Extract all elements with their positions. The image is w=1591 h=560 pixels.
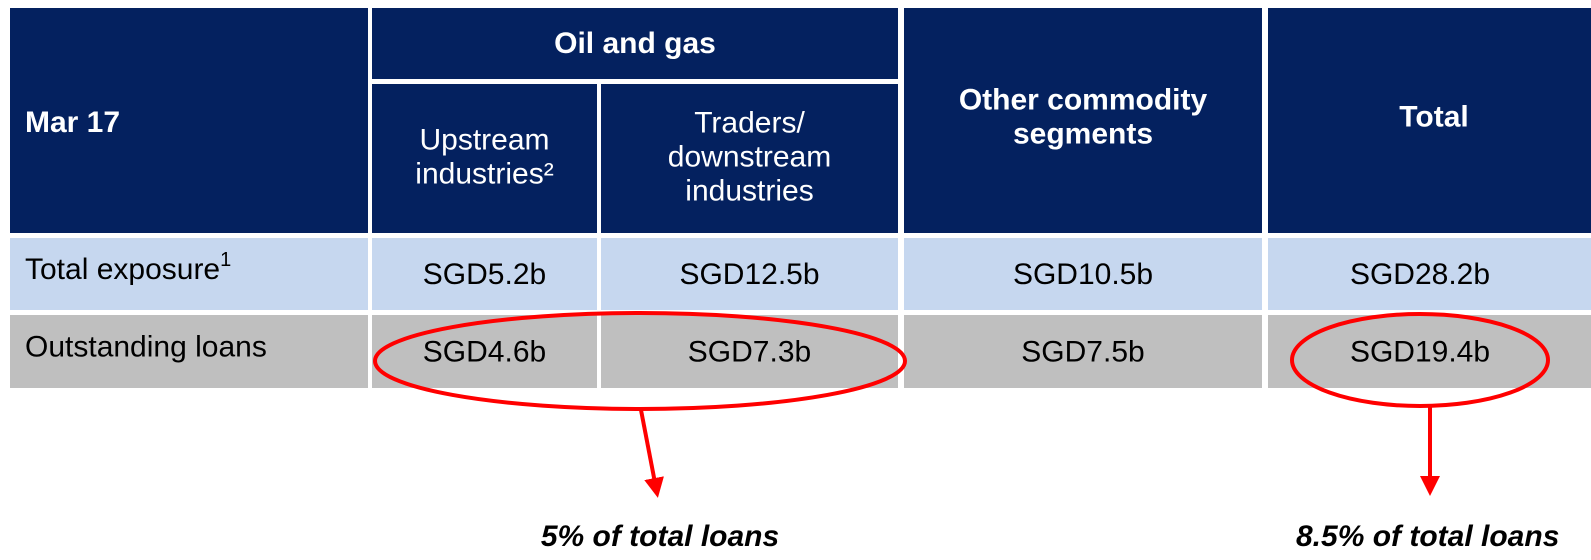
header-group: Oil and gas — [554, 27, 716, 60]
header-label: Traders/ — [694, 106, 805, 139]
header-label: downstream — [668, 140, 831, 173]
row-cell — [10, 315, 368, 388]
header-cell — [372, 84, 597, 233]
annotation: 8.5% of total loans — [1296, 520, 1559, 553]
row-cell — [601, 315, 898, 388]
row-cell — [904, 315, 1262, 388]
arrow — [639, 409, 664, 498]
cell-value: SGD28.2b — [1350, 258, 1490, 291]
cell-value: SGD7.5b — [1021, 335, 1144, 368]
annotation: 5% of total loans — [541, 520, 779, 553]
cell-value: SGD4.6b — [423, 335, 546, 368]
header-label: segments — [1013, 117, 1153, 150]
cell-value: SGD10.5b — [1013, 258, 1153, 291]
row-cell — [372, 315, 597, 388]
highlight-ellipse — [1290, 312, 1550, 408]
header-cell — [10, 8, 368, 233]
header-cell — [601, 84, 898, 233]
header-cell — [1268, 8, 1591, 233]
row-label: Outstanding loans — [25, 330, 267, 363]
header-corner: Mar 17 — [25, 106, 120, 139]
row-cell — [10, 238, 368, 310]
header-label: Upstream — [419, 123, 549, 156]
header-label: industries — [685, 174, 813, 207]
row-label: Total exposure1 — [25, 249, 231, 286]
header-group-cell — [372, 8, 898, 79]
row-cell — [904, 238, 1262, 310]
row-label-text: Outstanding loans — [25, 330, 267, 363]
header-label: Total — [1399, 100, 1468, 133]
header-cell — [904, 8, 1262, 233]
footnote-mark: 1 — [220, 249, 231, 271]
row-cell — [372, 238, 597, 310]
highlight-ellipse — [373, 311, 907, 411]
row-cell — [601, 238, 898, 310]
row-cell — [1268, 238, 1591, 310]
row-label-text: Total exposure — [25, 253, 220, 286]
cell-value: SGD5.2b — [423, 258, 546, 291]
cell-value: SGD12.5b — [679, 258, 819, 291]
cell-value: SGD7.3b — [688, 335, 811, 368]
header-label: Other commodity — [959, 83, 1208, 116]
header-label: industries² — [415, 157, 553, 190]
row-cell — [1268, 315, 1591, 388]
cell-value: SGD19.4b — [1350, 335, 1490, 368]
